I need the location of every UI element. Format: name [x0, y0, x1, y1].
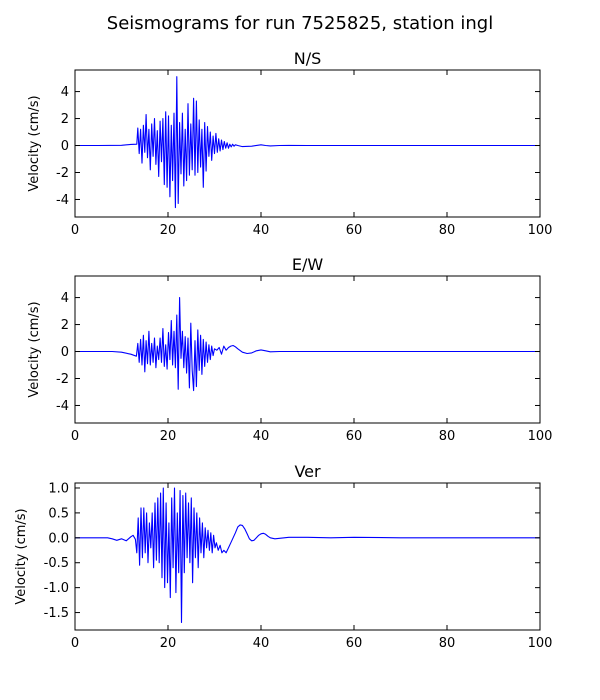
ew-ytick-label: -4	[56, 399, 69, 414]
ver-xtick-label: 80	[439, 636, 456, 651]
ver-xtick-label: 100	[528, 636, 553, 651]
ver-ytick-label: 0.0	[48, 531, 69, 546]
ns-series-line	[75, 76, 540, 209]
figure-title: Seismograms for run 7525825, station ing…	[107, 13, 493, 34]
ns-ytick-label: 2	[61, 112, 69, 127]
ew-ylabel: Velocity (cm/s)	[27, 301, 42, 397]
ns-axes-frame	[74, 69, 541, 218]
ew-xtick-label: 20	[160, 429, 177, 444]
ver-panel-title: Ver	[294, 462, 321, 481]
ns-ytick-label: 4	[61, 85, 69, 100]
ew-xtick-label: 0	[71, 429, 79, 444]
ew-xtick-label: 100	[528, 429, 553, 444]
ns-ytick-label: -4	[56, 193, 69, 208]
ew-ytick-label: 4	[61, 291, 69, 306]
ver-ytick-label: -0.5	[44, 556, 69, 571]
ns-ylabel: Velocity (cm/s)	[27, 95, 42, 191]
ver-xtick-label: 0	[71, 636, 79, 651]
ew-ytick-label: 0	[61, 345, 69, 360]
ver-xtick-label: 20	[160, 636, 177, 651]
ns-xtick-label: 0	[71, 223, 79, 238]
ver-ytick-label: 0.5	[48, 506, 69, 521]
ew-axes-frame	[74, 275, 541, 424]
ew-series-line	[75, 297, 540, 392]
ver-panel: 0 20 40 60 80 100 -1.5 -1.0 -0.5 0.0 0.5 1.0 Ver Velo…	[14, 462, 552, 651]
ver-xtick-label: 40	[253, 636, 270, 651]
ns-xtick-label: 60	[346, 223, 363, 238]
ver-axes-frame	[74, 482, 541, 631]
ns-panel-title: N/S	[294, 49, 322, 68]
ver-xtick-label: 60	[346, 636, 363, 651]
ver-series-line	[75, 487, 540, 624]
ew-xtick-label: 80	[439, 429, 456, 444]
ew-panel-title: E/W	[292, 255, 324, 274]
ns-ytick-label: -2	[56, 166, 69, 181]
ew-ytick-label: 2	[61, 318, 69, 333]
ew-ytick-label: -2	[56, 372, 69, 387]
ver-ytick-label: 1.0	[48, 481, 69, 496]
ns-ytick-label: 0	[61, 139, 69, 154]
ew-xtick-label: 40	[253, 429, 270, 444]
ns-panel: 0 20 40 60 80 100 -4 -2 0 2 4 N/S Velocity (cm/s)	[27, 49, 552, 238]
ns-xtick-label: 100	[528, 223, 553, 238]
ver-ylabel: Velocity (cm/s)	[14, 508, 29, 604]
ver-ytick-label: -1.0	[44, 581, 69, 596]
ns-xtick-label: 40	[253, 223, 270, 238]
ew-xtick-label: 60	[346, 429, 363, 444]
ns-xtick-label: 80	[439, 223, 456, 238]
ns-xtick-label: 20	[160, 223, 177, 238]
ver-ytick-label: -1.5	[44, 606, 69, 621]
ew-panel: 0 20 40 60 80 100 -4 -2 0 2 4 E/W Velocity (cm/s)	[27, 255, 552, 444]
